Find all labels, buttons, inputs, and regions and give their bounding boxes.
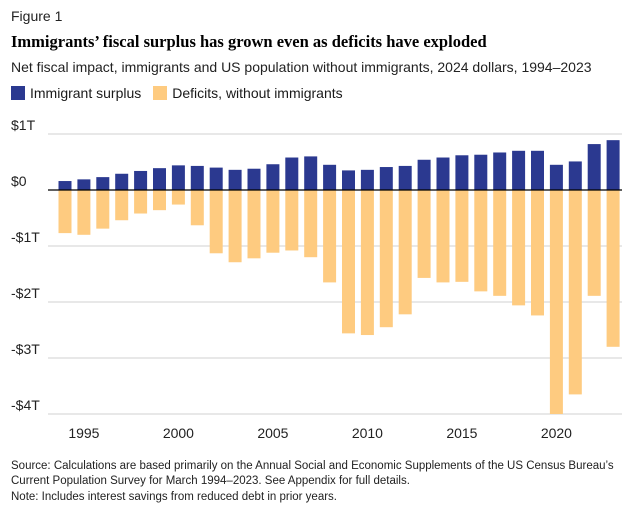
deficit-bar: [455, 190, 469, 282]
deficit-bar: [190, 190, 204, 226]
surplus-bar: [379, 167, 393, 190]
surplus-bar: [190, 165, 204, 190]
deficit-bar: [153, 190, 166, 211]
legend-label-surplus: Immigrant surplus: [30, 85, 142, 101]
y-tick-label: -$1T: [11, 229, 40, 245]
deficit-bar: [587, 190, 601, 296]
deficit-bar: [379, 190, 393, 328]
surplus-bar: [323, 164, 337, 190]
surplus-bar: [171, 165, 185, 190]
x-tick-label: 2010: [352, 425, 383, 441]
y-tick-label: $1T: [11, 117, 36, 133]
surplus-bar: [493, 152, 507, 190]
surplus-bar: [247, 168, 261, 190]
y-tick-label: -$2T: [11, 285, 40, 301]
y-tick-label: -$3T: [11, 341, 40, 357]
deficit-bar: [436, 190, 450, 283]
surplus-bar: [587, 144, 601, 190]
x-tick-label: 2000: [163, 425, 194, 441]
source-note: Source: Calculations are based primarily…: [11, 460, 614, 487]
deficit-bar: [134, 190, 148, 214]
surplus-bar: [417, 159, 431, 190]
footnote: Note: Includes interest savings from red…: [11, 491, 337, 503]
surplus-bar: [606, 140, 620, 190]
deficit-bar: [531, 190, 544, 316]
deficit-bar: [512, 190, 526, 306]
surplus-bar: [58, 181, 72, 190]
legend: Immigrant surplus Deficits, without immi…: [11, 85, 355, 101]
deficit-bar: [549, 190, 563, 414]
deficit-bar: [285, 190, 299, 251]
deficit-bar: [228, 190, 242, 263]
deficit-bar: [304, 190, 318, 258]
legend-swatch-surplus: [11, 86, 25, 100]
deficit-bar: [247, 190, 261, 259]
legend-item-deficit: Deficits, without immigrants: [153, 85, 343, 101]
surplus-bar: [342, 170, 355, 190]
x-tick-label: 2015: [446, 425, 477, 441]
deficit-bar: [606, 190, 620, 347]
x-tick-label: 2005: [257, 425, 288, 441]
surplus-bar: [134, 170, 148, 190]
figure-label: Figure 1: [11, 8, 63, 24]
surplus-bar: [115, 173, 129, 190]
deficit-bar: [266, 190, 280, 253]
deficit-bar: [323, 190, 337, 283]
x-tick-label: 1995: [68, 425, 99, 441]
deficit-bar: [77, 190, 91, 235]
surplus-bar: [266, 164, 280, 190]
deficit-bar: [417, 190, 431, 278]
chart-title: Immigrants’ fiscal surplus has grown eve…: [11, 32, 487, 51]
deficit-bar: [493, 190, 507, 296]
deficit-bar: [568, 190, 582, 395]
legend-label-deficit: Deficits, without immigrants: [172, 85, 343, 101]
bar-chart: $1T $0 -$1T -$2T -$3T -$4T 1995 2000 2005 2010 201…: [11, 117, 622, 441]
surplus-bar: [77, 179, 91, 190]
surplus-bar: [360, 169, 374, 190]
surplus-bar: [531, 150, 544, 190]
surplus-bar: [304, 156, 318, 190]
surplus-bar: [285, 157, 299, 190]
deficit-bar: [58, 190, 72, 234]
deficit-bar: [96, 190, 110, 229]
surplus-bar: [153, 168, 166, 190]
deficit-bar: [115, 190, 129, 221]
x-tick-label: 2020: [541, 425, 572, 441]
legend-item-surplus: Immigrant surplus: [11, 85, 141, 101]
deficit-bar: [398, 190, 412, 315]
y-tick-label: $0: [11, 173, 27, 189]
surplus-bar: [455, 155, 469, 190]
y-tick-label: -$4T: [11, 397, 40, 413]
surplus-bar: [512, 150, 526, 190]
surplus-bar: [96, 177, 110, 190]
deficit-bar: [342, 190, 355, 334]
deficit-bar: [474, 190, 488, 292]
surplus-bar: [228, 169, 242, 190]
surplus-bar: [398, 165, 412, 190]
surplus-bar: [549, 164, 563, 190]
surplus-bar: [568, 161, 582, 190]
surplus-bar: [474, 154, 488, 190]
legend-swatch-deficit: [153, 86, 168, 100]
chart-subtitle: Net fiscal impact, immigrants and US pop…: [11, 59, 592, 75]
deficit-bar: [209, 190, 223, 254]
deficit-bar: [360, 190, 374, 336]
deficit-bar: [171, 190, 185, 205]
surplus-bar: [209, 167, 223, 190]
surplus-bar: [436, 157, 450, 190]
